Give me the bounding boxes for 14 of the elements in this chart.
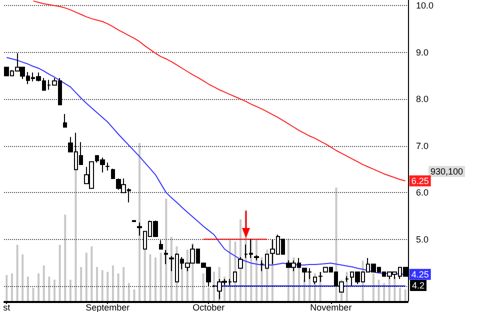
text: 930,100: [430, 166, 464, 176]
y-tick-label: 9.0: [416, 47, 429, 58]
annotation: 4.2: [412, 280, 425, 291]
data-label: 4.25: [411, 269, 429, 280]
x-tick-label: November: [310, 302, 352, 312]
x-tick-label: st: [3, 302, 11, 312]
y-tick-label: 10.0: [416, 0, 434, 11]
y-tick-label: 8.0: [416, 94, 429, 104]
y-tick-label: 7.0: [416, 140, 429, 151]
data-label: 6.25: [411, 176, 429, 186]
x-tick-label: September: [86, 302, 130, 312]
y-tick-label: 6.0: [416, 188, 429, 198]
x-tick-label: October: [192, 302, 225, 312]
y-tick-label: 5.0: [416, 234, 429, 244]
